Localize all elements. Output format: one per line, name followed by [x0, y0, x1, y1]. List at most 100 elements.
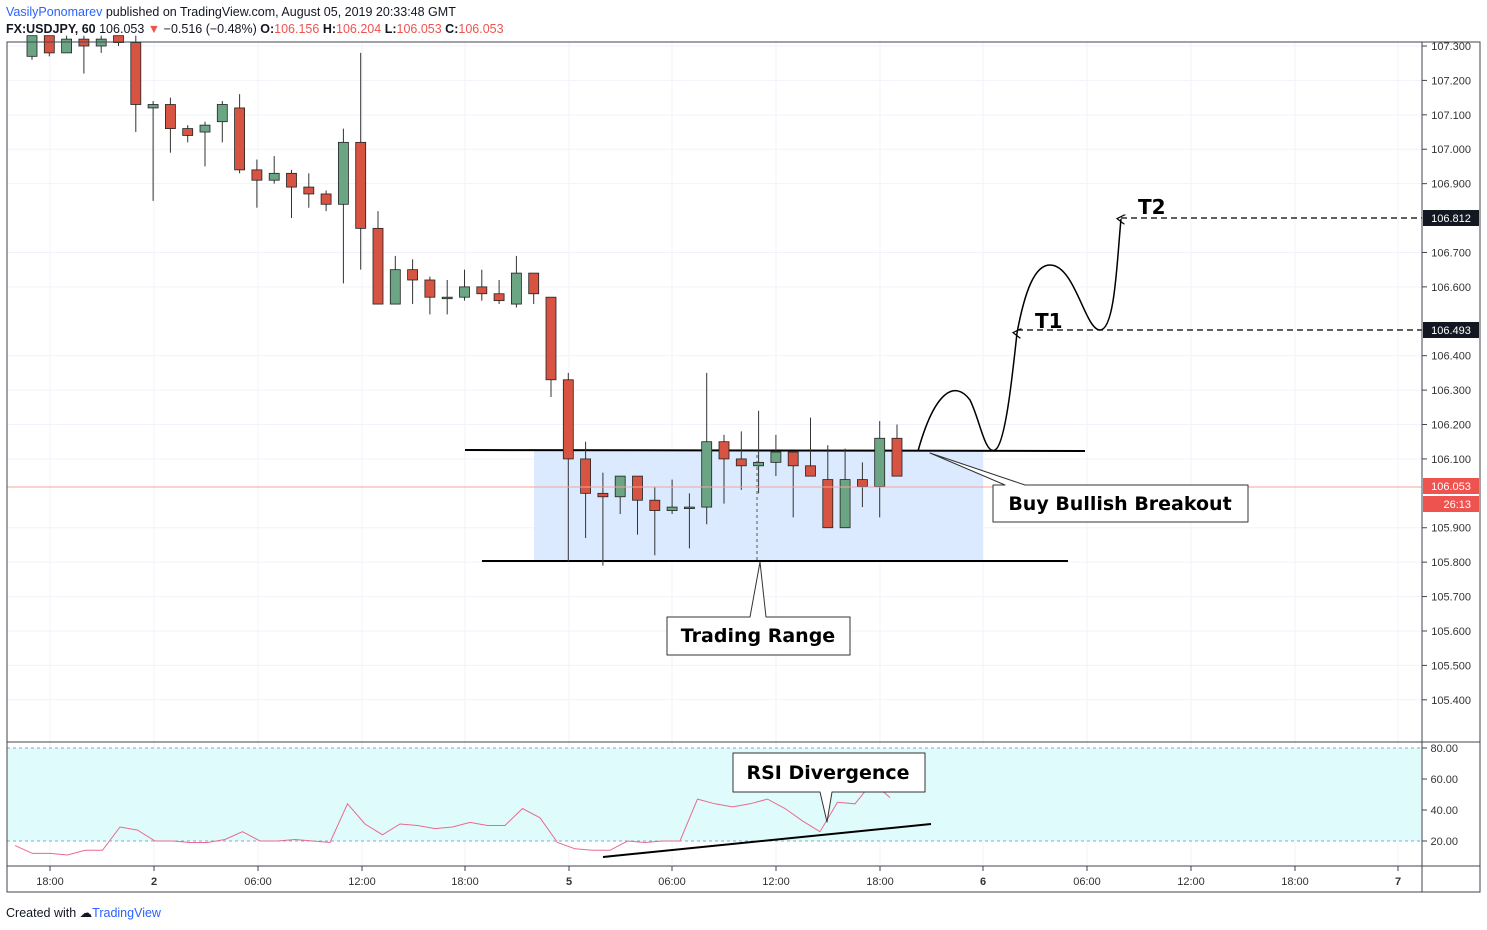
candle-body: [389, 269, 401, 305]
candle[interactable]: [649, 486, 661, 556]
candle[interactable]: [268, 156, 280, 184]
time-tick-label: 18:00: [1281, 876, 1309, 888]
rsi-series-line[interactable]: [14, 781, 891, 856]
candle[interactable]: [614, 475, 626, 514]
candle[interactable]: [718, 434, 730, 504]
rsi-axis[interactable]: 80.00 60.00 40.00 20.00: [1422, 743, 1458, 848]
rsi-tick-label: 40.00: [1430, 805, 1458, 817]
candle[interactable]: [372, 211, 384, 305]
candle[interactable]: [26, 35, 38, 60]
candle[interactable]: [822, 445, 834, 529]
candle[interactable]: [216, 101, 228, 143]
candle[interactable]: [632, 475, 643, 535]
candle[interactable]: [113, 35, 124, 46]
candle[interactable]: [805, 417, 816, 477]
current-price-tag: [1423, 478, 1479, 494]
price-tick-label: 107.100: [1431, 110, 1471, 122]
candle[interactable]: [459, 269, 470, 301]
candle[interactable]: [95, 35, 107, 53]
candle[interactable]: [355, 52, 367, 270]
price-tick-label: 106.900: [1431, 179, 1471, 191]
rsi-band: [7, 748, 1422, 841]
candle[interactable]: [234, 94, 246, 174]
price-tick-label: 106.100: [1431, 454, 1471, 466]
open-label: O:: [260, 22, 275, 36]
candle[interactable]: [199, 121, 211, 167]
tradingview-link[interactable]: TradingView: [92, 906, 161, 920]
candle[interactable]: [303, 173, 315, 208]
candle[interactable]: [839, 448, 851, 529]
candle-body: [113, 35, 124, 43]
rsi-divergence-callout[interactable]: [732, 752, 926, 823]
price-tick-label: 106.300: [1431, 385, 1471, 397]
close-label: C:: [445, 22, 459, 36]
candle[interactable]: [787, 451, 799, 518]
candle[interactable]: [182, 125, 194, 143]
candle-body: [632, 475, 643, 501]
projection-path-2[interactable]: [1016, 219, 1121, 334]
candle[interactable]: [164, 97, 176, 153]
candle-body: [891, 437, 903, 477]
candle[interactable]: [528, 272, 540, 305]
candle[interactable]: [891, 424, 903, 477]
author-link[interactable]: VasilyPonomarev: [6, 5, 103, 19]
candle[interactable]: [562, 372, 574, 563]
candle[interactable]: [493, 279, 505, 305]
rsi-divergence-line[interactable]: [602, 823, 932, 858]
candle-body: [43, 35, 55, 54]
candle-body: [234, 107, 246, 171]
candle[interactable]: [580, 441, 591, 539]
candle-body: [857, 479, 868, 487]
candle[interactable]: [61, 35, 72, 54]
price-tick-label: 106.700: [1431, 247, 1471, 259]
candle[interactable]: [476, 269, 488, 301]
candle[interactable]: [510, 255, 522, 308]
time-axis[interactable]: 18:00 2 06:00 12:00 18:00 5 06:00 12:00 18:00 6 06…: [36, 866, 1401, 888]
buy-breakout-callout[interactable]: [929, 452, 1249, 523]
candle[interactable]: [407, 259, 419, 305]
candle-body: [805, 465, 816, 477]
candle[interactable]: [286, 169, 297, 219]
t1-price-tag: [1423, 322, 1479, 338]
candle[interactable]: [545, 296, 557, 397]
candle-body: [355, 141, 367, 229]
low-value: 106.053: [396, 22, 442, 36]
publication-line: VasilyPonomarev published on TradingView…: [6, 5, 456, 19]
candle[interactable]: [43, 35, 55, 57]
price-axis[interactable]: 107.300 107.200 107.100 107.000 106.900 106.7…: [1422, 41, 1471, 707]
price-tick-label: 106.600: [1431, 282, 1471, 294]
price-tick-label: 105.700: [1431, 592, 1471, 604]
projection-path-1[interactable]: [917, 333, 1017, 452]
candle[interactable]: [424, 276, 436, 315]
symbol-label[interactable]: FX:USDJPY, 60: [6, 22, 96, 36]
candle-body: [528, 272, 540, 295]
candle[interactable]: [441, 279, 453, 315]
candle[interactable]: [597, 472, 609, 566]
trading-range-callout[interactable]: [666, 561, 851, 656]
t2-price-tag: [1423, 210, 1479, 226]
candle-body: [199, 124, 211, 133]
time-tick-label: 06:00: [1073, 876, 1101, 888]
grid: [7, 42, 1422, 866]
candle[interactable]: [130, 35, 142, 133]
candle-body: [580, 458, 591, 494]
candle[interactable]: [147, 101, 159, 201]
candle[interactable]: [320, 190, 332, 212]
candle[interactable]: [78, 35, 90, 74]
price-tick-label: 105.400: [1431, 695, 1471, 707]
rsi-divergence-label: RSI Divergence: [746, 762, 909, 784]
candle[interactable]: [735, 431, 747, 490]
candle[interactable]: [701, 372, 713, 525]
candle[interactable]: [666, 479, 678, 514]
candle[interactable]: [857, 462, 868, 508]
candle[interactable]: [684, 493, 695, 549]
chart-frame: [6, 41, 1481, 893]
time-tick-label: 12:00: [762, 876, 790, 888]
candle[interactable]: [753, 410, 764, 494]
candle[interactable]: [874, 421, 886, 518]
price-chart[interactable]: T1 T2 Trading Range Buy Bullish Breakout…: [0, 0, 1487, 900]
candle[interactable]: [389, 255, 401, 305]
candle[interactable]: [251, 159, 263, 208]
candle[interactable]: [337, 128, 349, 284]
candle[interactable]: [770, 434, 782, 477]
